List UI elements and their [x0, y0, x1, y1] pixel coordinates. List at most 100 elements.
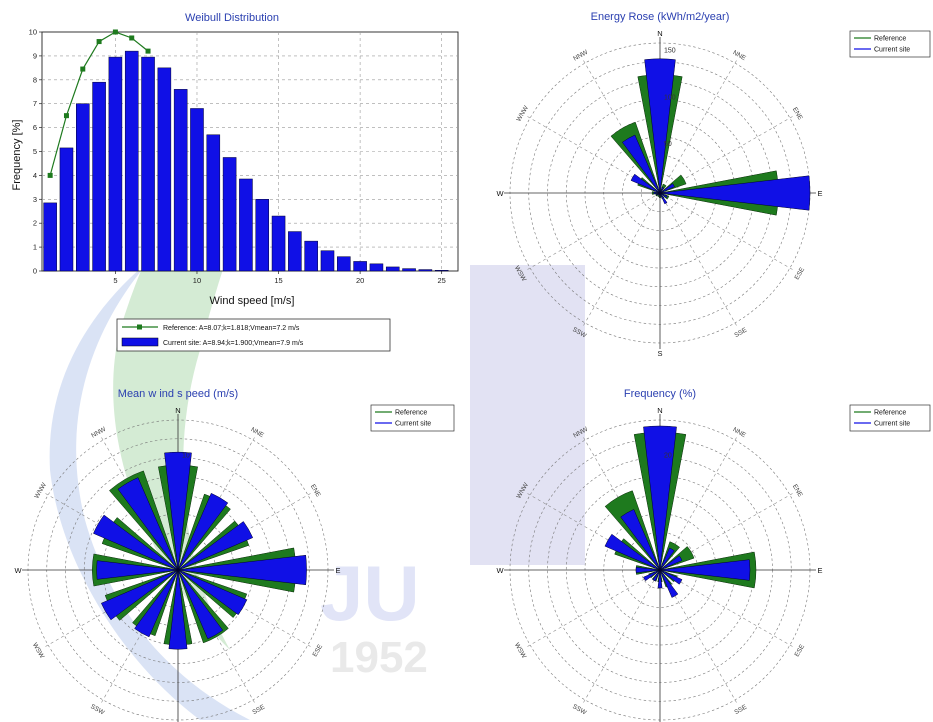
rose-spoke [659, 569, 796, 649]
rose-current-wedge [659, 175, 811, 211]
rose-direction-label: NNW [90, 425, 108, 439]
weibull-bar [418, 269, 433, 272]
weibull-bar [76, 103, 90, 272]
rose-current-wedge [659, 192, 668, 205]
rose-direction-label: W [496, 189, 504, 198]
rose-direction-label: SSE [251, 703, 266, 716]
rose-current-wedge [659, 559, 751, 581]
rose-current-wedge [177, 554, 307, 586]
legend-ref-label: Reference [395, 410, 427, 417]
rose-current-wedge [164, 451, 192, 571]
weibull-bar [271, 215, 286, 272]
weibull-reference-marker [96, 39, 102, 45]
legend-ref-label: Reference: A=8.07;k=1.818;Vmean=7.2 m/s [163, 325, 300, 332]
rose-direction-label: ESE [794, 643, 807, 658]
legend-ref-marker [137, 324, 142, 330]
rose-direction-label: N [657, 406, 662, 415]
rose-spoke [581, 569, 661, 706]
weibull-ytick-label: 7 [33, 99, 37, 108]
rose-current-wedge [177, 569, 248, 616]
watermark-blue-swoosh [49, 260, 250, 720]
weibull-bar [108, 56, 123, 272]
rose-current-wedge [635, 566, 661, 574]
rose-direction-label: SSW [89, 703, 106, 717]
rose-current-wedge [653, 191, 661, 195]
rose-current-wedge [644, 58, 676, 194]
rose-direction-label: E [817, 566, 822, 575]
rose-current-wedge [643, 569, 661, 582]
rose-spoke [524, 192, 661, 272]
weibull-xlabel: Wind speed [m/s] [210, 295, 295, 307]
weibull-reference-marker [145, 48, 151, 54]
weibull-bar [222, 157, 237, 272]
rose-current-wedge [659, 192, 668, 199]
rose-spoke [524, 569, 661, 649]
rose-current-wedge [620, 509, 661, 571]
weibull-bar [320, 250, 335, 272]
weibull-bar [92, 81, 106, 272]
rose-direction-label: WNW [33, 481, 48, 500]
weibull-reference-marker [129, 35, 135, 41]
rose-direction-label: ENE [309, 483, 322, 499]
weibull-reference-marker [63, 113, 69, 119]
rose-direction-label: SSE [733, 703, 748, 716]
legend-cur-label: Current site [395, 421, 431, 428]
weibull-reference-marker [112, 29, 118, 35]
rose-current-wedge [659, 569, 683, 585]
legend-cur-swatch [121, 337, 159, 347]
rose-direction-label: ESE [312, 643, 325, 658]
rose-direction-label: W [14, 566, 22, 575]
legend-box [370, 404, 455, 432]
weibull-bar [206, 134, 221, 272]
rose-current-wedge [652, 569, 661, 582]
legend-cur-label: Current site: A=8.94;k=1.900;Vmean=7.9 m… [163, 340, 304, 347]
rose-current-wedge [659, 569, 679, 598]
weibull-bar [337, 256, 351, 272]
watermark-year: 1952 [330, 633, 428, 682]
legend-cur-label: Current site [874, 421, 910, 428]
weibull-bar [239, 178, 253, 272]
rose-current-wedge [177, 521, 254, 571]
weibull-ytick-label: 4 [33, 171, 37, 180]
rose-ring-label: 20 [664, 453, 672, 460]
rose-current-wedge [168, 569, 188, 650]
weibull-reference-marker [47, 172, 53, 178]
rose-direction-label: SSE [733, 326, 748, 339]
rose-current-wedge [96, 560, 179, 580]
rose-spoke [659, 192, 796, 272]
weibull-ytick-label: 10 [29, 28, 37, 37]
rose-current-wedge [134, 569, 179, 638]
rose-direction-label: NNE [732, 426, 748, 439]
energy-rose-title: Energy Rose (kWh/m2/year) [591, 11, 730, 23]
rose-direction-label: NNW [572, 48, 590, 62]
weibull-bar [255, 199, 270, 272]
rose-direction-label: NNE [250, 426, 266, 439]
weibull-ytick-label: 9 [33, 51, 37, 60]
weibull-bar [288, 231, 302, 272]
rose-direction-label: ESE [794, 266, 807, 281]
rose-ring-label: 100 [664, 94, 676, 101]
weibull-bar [59, 147, 74, 272]
rose-spoke [659, 57, 739, 194]
legend-cur-label: Current site [874, 47, 910, 54]
rose-current-wedge [659, 186, 665, 194]
rose-direction-label: WSW [513, 642, 528, 661]
weibull-bar [385, 266, 400, 272]
weibull-ytick-label: 1 [33, 243, 37, 252]
rose-direction-label: WNW [515, 104, 530, 123]
rose-current-wedge [604, 533, 661, 571]
weibull-chart: Weibull Distribution Frequency [%] Wind … [11, 12, 459, 352]
legend-ref-label: Reference [874, 410, 906, 417]
rose-spoke [581, 192, 661, 329]
weibull-ytick-label: 2 [33, 219, 37, 228]
frequency-rose-title: Frequency (%) [624, 388, 696, 400]
rose-direction-label: SSW [571, 703, 588, 717]
weibull-ytick-label: 5 [33, 147, 37, 156]
rose-direction-label: N [175, 406, 180, 415]
weibull-ytick-label: 3 [33, 195, 37, 204]
rose-current-wedge [643, 425, 677, 571]
rose-direction-label: S [657, 349, 662, 358]
weibull-bar [304, 240, 318, 272]
weibull-title: Weibull Distribution [185, 12, 279, 24]
